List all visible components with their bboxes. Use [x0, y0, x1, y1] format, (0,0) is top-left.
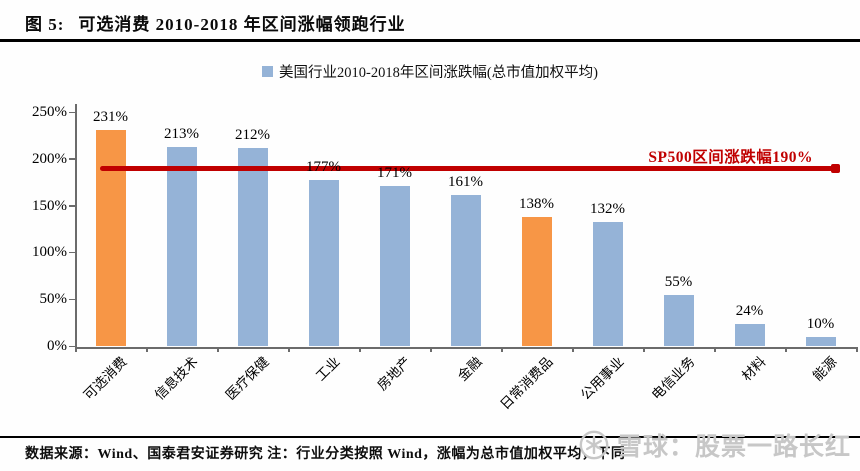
x-axis-tick [785, 347, 787, 352]
x-axis-tick [643, 347, 645, 352]
footer-divider [0, 436, 860, 438]
x-axis-tick [217, 347, 219, 352]
x-category-label: 金融 [454, 354, 485, 384]
bar-value-label: 171% [377, 165, 412, 181]
bar-value-label: 213% [164, 126, 199, 142]
x-axis-tick [359, 347, 361, 352]
y-axis-tick [69, 205, 75, 207]
bar-value-label: 24% [735, 303, 764, 319]
x-axis-tick [856, 347, 858, 352]
x-category-label: 能源 [809, 354, 840, 384]
x-category-label: 房地产 [373, 354, 414, 394]
x-axis-tick [430, 347, 432, 352]
bar-房地产 [379, 186, 410, 346]
y-tick-label: 50% [39, 291, 68, 308]
x-axis-tick [501, 347, 503, 352]
bar-金融 [450, 195, 481, 346]
legend-label: 美国行业2010-2018年区间涨跌幅(总市值加权平均) [279, 65, 598, 81]
y-axis-tick [69, 298, 75, 301]
y-axis [75, 104, 77, 347]
x-axis-tick [288, 347, 290, 352]
x-category-label: 信息技术 [151, 354, 201, 403]
title-divider [0, 39, 860, 42]
source-note: 数据来源：Wind、国泰君安证券研究 注：行业分类按照 Wind，涨幅为总市值加… [25, 447, 626, 462]
y-tick-label: 0% [47, 338, 67, 354]
x-axis-tick [146, 347, 148, 352]
bar-value-label: 231% [93, 109, 128, 125]
snowball-logo-icon [579, 430, 609, 460]
x-category-label: 工业 [312, 354, 343, 384]
bar-工业 [308, 180, 339, 346]
y-axis-tick [69, 345, 75, 347]
bar-value-label: 55% [664, 274, 693, 290]
y-tick-label: 100% [32, 244, 67, 261]
watermark-text: 雪球：股票一路长红 [617, 434, 852, 461]
y-axis-tick [69, 111, 75, 113]
bar-value-label: 10% [806, 316, 835, 332]
x-axis-tick [75, 347, 77, 352]
y-tick-label: 250% [32, 104, 67, 120]
x-axis [75, 347, 856, 349]
x-axis-tick [714, 347, 716, 352]
bar-日常消费品 [521, 217, 552, 346]
x-category-label: 电信业务 [648, 354, 698, 403]
bar-value-label: 212% [235, 127, 270, 143]
x-category-label: 日常消费品 [496, 354, 556, 413]
chart-legend: 美国行业2010-2018年区间涨跌幅(总市值加权平均) [0, 61, 860, 82]
bar-value-label: 161% [448, 174, 483, 190]
x-category-label: 可选消费 [80, 354, 130, 403]
sp500-reference-line [100, 165, 833, 171]
x-category-label: 公用事业 [577, 354, 627, 403]
x-category-label: 医疗保健 [222, 354, 272, 403]
y-axis-tick [69, 251, 75, 254]
figure-number-label: 图 5: [25, 15, 65, 34]
y-tick-label: 200% [32, 150, 67, 167]
y-axis-tick [69, 158, 75, 160]
figure-title: 图 5: 可选消费 2010-2018 年区间涨幅领跑行业 [25, 10, 406, 35]
bar-可选消费 [95, 130, 126, 346]
legend-swatch-icon [262, 66, 273, 77]
bar-材料 [734, 324, 765, 346]
bar-能源 [805, 337, 836, 346]
figure-title-text: 可选消费 2010-2018 年区间涨幅领跑行业 [78, 15, 406, 34]
y-tick-label: 150% [32, 197, 67, 214]
bar-信息技术 [166, 147, 197, 346]
x-axis-tick [572, 347, 574, 352]
bar-value-label: 138% [519, 196, 554, 212]
bar-value-label: 177% [306, 159, 341, 175]
sp500-reference-line-endcap [831, 163, 840, 173]
bar-value-label: 132% [590, 201, 625, 217]
bar-公用事业 [592, 222, 623, 346]
x-category-label: 材料 [738, 354, 769, 384]
bar-医疗保健 [237, 148, 268, 346]
bar-电信业务 [663, 295, 694, 346]
sp500-reference-label: SP500区间涨跌幅190% [648, 149, 813, 167]
watermark: 雪球：股票一路长红 [578, 427, 851, 463]
